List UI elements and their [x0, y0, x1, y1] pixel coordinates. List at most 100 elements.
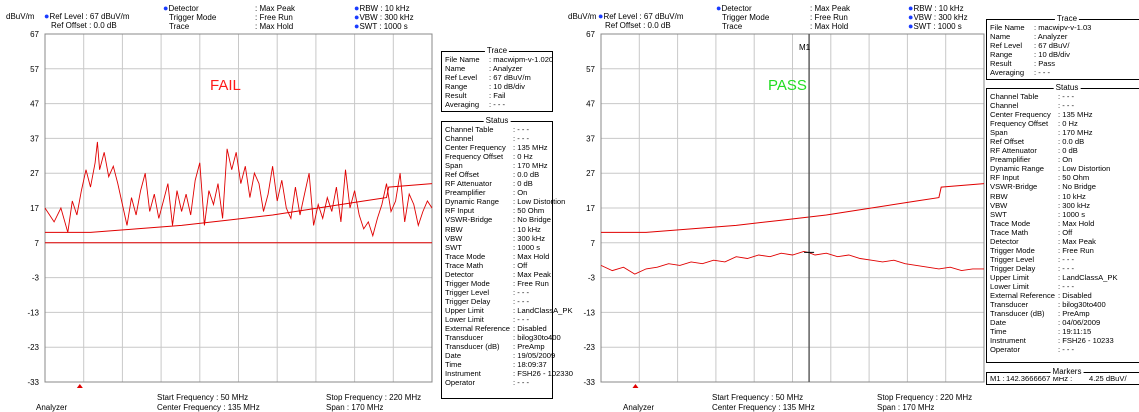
info-value: : 67 dBuV/	[1034, 41, 1070, 51]
spectrum-plot-left: 67 57 47 37 27 17 7 -3 -13 -23 -33	[27, 30, 433, 388]
info-value: : - - -	[1058, 101, 1075, 111]
info-row: Preamplifier: On	[445, 188, 552, 197]
info-value: : 10 dB/div	[1034, 50, 1070, 60]
info-row: RF Input: 50 Ohm	[445, 206, 552, 215]
mode-label: Analyzer	[36, 403, 68, 412]
status-info-box: Status Channel Table: - - - Channel: - - …	[441, 116, 573, 399]
info-row: Name: Analyzer	[445, 64, 552, 73]
info-label: Name	[445, 64, 466, 74]
info-label: RF Input	[445, 206, 475, 216]
info-value: : 19/05/2009	[513, 351, 556, 361]
info-label: Frequency Offset	[990, 119, 1049, 129]
info-label: Instrument	[445, 369, 481, 379]
info-row: Channel Table: - - -	[990, 92, 1139, 101]
info-value: : 0.0 dB	[1058, 137, 1085, 147]
center-frequency: Center Frequency : 135 MHz	[157, 403, 260, 412]
info-value: : Off	[1058, 227, 1073, 237]
info-label: Time	[990, 327, 1007, 337]
markers-box-title: Markers	[1050, 367, 1084, 377]
detector-label: Detector	[168, 4, 199, 13]
info-label: Date	[445, 351, 462, 361]
info-value: : 67 dBuV/m	[489, 73, 531, 83]
info-value: : 135 MHz	[1058, 110, 1093, 120]
info-value: : Max Peak	[1058, 236, 1096, 246]
verdict-label: FAIL	[210, 77, 241, 94]
span: Span : 170 MHz	[326, 403, 384, 412]
info-value: : PreAmp	[513, 342, 545, 352]
bullet-icon: ●	[598, 11, 604, 21]
info-value: : 19:11:15	[1058, 327, 1092, 337]
y-tick-label: -23	[27, 343, 39, 352]
vbw-value: VBW : 300 kHz	[359, 13, 414, 22]
bullet-icon: ●	[354, 21, 360, 31]
info-label: Date	[990, 318, 1007, 328]
trace-info-box: Trace File Name: macwipm-v-1.020 Name: An…	[441, 46, 553, 112]
info-value: : Disabled	[513, 324, 547, 334]
info-row: Trigger Delay: - - -	[990, 264, 1139, 273]
info-label: RBW	[445, 224, 463, 234]
info-label: External Reference	[990, 291, 1056, 301]
trigger-mode-label: Trigger Mode	[169, 13, 217, 22]
info-label: Result	[445, 91, 467, 101]
info-label: Ref Level	[990, 41, 1023, 51]
info-row: Trace Mode: Max Hold	[445, 252, 552, 261]
info-value: : Max Hold	[1058, 218, 1095, 228]
info-value: : 0 Hz	[1058, 119, 1078, 129]
info-label: Trigger Level	[990, 254, 1035, 264]
info-value: : LandClassA_PK	[513, 305, 573, 315]
info-row: Name: Analyzer	[990, 32, 1139, 41]
trace-box-title: Trace	[484, 46, 510, 56]
rbw-value: RBW : 10 kHz	[359, 4, 410, 13]
info-row: Trigger Level: - - -	[445, 288, 552, 297]
info-value: : macwipv-v-1.03	[1034, 23, 1092, 32]
info-label: Ref Offset	[990, 137, 1025, 147]
info-row: File Name: macwipm-v-1.020	[445, 55, 553, 64]
status-info-list: Channel Table: - - - Channel: - - - Center…	[442, 122, 573, 388]
info-row: Operator: - - -	[990, 345, 1139, 354]
info-row: Ref Level : 67 dBuV/	[990, 41, 1139, 50]
info-row: Center Frequency: 135 MHz	[445, 143, 552, 152]
info-row: Transducer (dB): PreAmp	[445, 342, 552, 351]
info-label: Channel	[445, 134, 474, 144]
info-row: Trigger Mode: Free Run	[445, 279, 552, 288]
info-value: : No Bridge	[1058, 182, 1096, 192]
trace-label: Trace	[722, 22, 743, 31]
info-row: Instrument: FSH26 - 10233	[990, 336, 1139, 345]
info-row: VSWR-Bridge: No Bridge	[990, 182, 1139, 191]
info-row: RF Attenuator: 0 dB	[445, 179, 552, 188]
info-label: Range	[990, 50, 1013, 60]
trace-info-box: Trace File Name: macwipv-v-1.03 Name: Ana…	[986, 14, 1139, 80]
frequency-marker-icon	[76, 384, 83, 388]
info-value: : On	[1058, 155, 1073, 165]
info-label: Trace Mode	[445, 251, 486, 261]
info-row: RBW: 10 kHz	[990, 192, 1139, 201]
info-row: Trigger Level: - - -	[990, 255, 1139, 264]
info-value: : 18:09:37	[513, 360, 547, 370]
trace-line	[44, 141, 433, 238]
info-label: Trigger Delay	[445, 296, 491, 306]
y-tick-label: -33	[27, 378, 39, 387]
status-box-title: Status	[483, 116, 511, 126]
y-tick-label: 27	[586, 169, 595, 178]
info-row: Span: 170 MHz	[445, 161, 552, 170]
info-row: External Reference: Disabled	[990, 291, 1139, 300]
trace-info-list: File Name: macwipv-v-1.03 Name: Analyzer R…	[987, 20, 1139, 77]
info-label: Trace Math	[990, 227, 1029, 237]
info-value: : Off	[513, 260, 528, 270]
y-unit-label: dBuV/m	[568, 12, 597, 21]
info-value: : Low Distortion	[513, 197, 566, 207]
info-row: Range : 10 dB/div	[990, 50, 1139, 59]
info-label: Ref Offset	[445, 170, 480, 180]
info-label: SWT	[990, 209, 1007, 219]
info-value: : 10 dB/div	[489, 82, 525, 92]
marker-frequency: 142.3666667 MHz :	[1006, 374, 1073, 383]
info-value: : PreAmp	[1058, 309, 1090, 319]
info-value: : - - -	[513, 378, 530, 388]
y-tick-label: 17	[30, 204, 39, 213]
info-label: Averaging	[990, 68, 1025, 78]
info-value: : FSH26 - 10233	[1058, 336, 1114, 346]
detector-value: : Max Peak	[810, 4, 851, 13]
bullet-icon: ●	[354, 12, 360, 22]
info-value: : 1000 s	[1058, 209, 1086, 219]
info-label: Ref Level	[445, 73, 478, 83]
